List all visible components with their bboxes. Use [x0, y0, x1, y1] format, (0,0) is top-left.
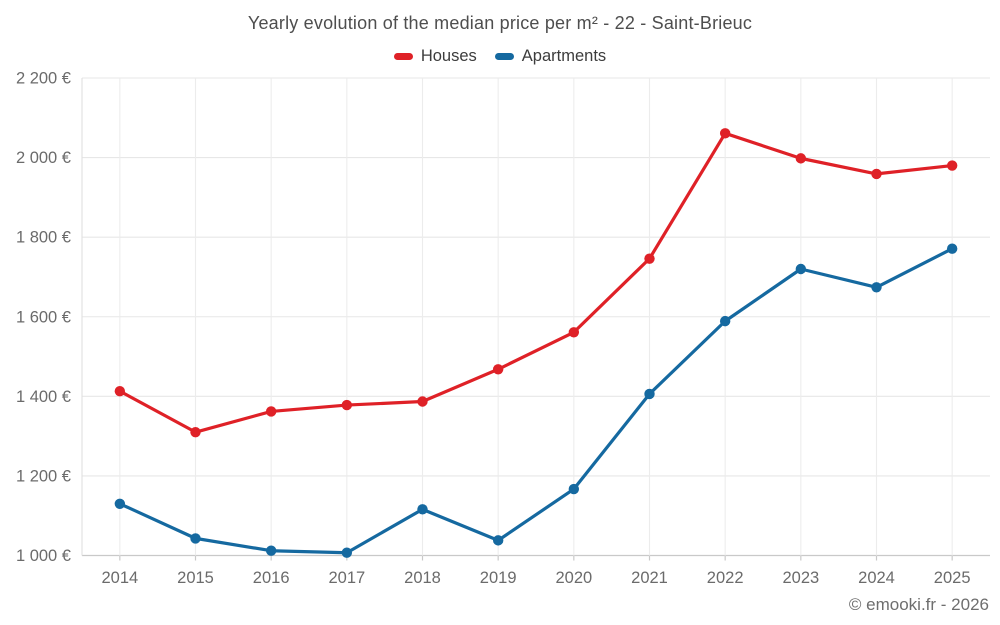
attribution-text: © emooki.fr - 2026 — [848, 595, 989, 614]
chart-title: Yearly evolution of the median price per… — [247, 13, 753, 33]
apartments-point-2016[interactable] — [265, 545, 277, 556]
houses-point-2020[interactable] — [568, 327, 580, 338]
y-axis-label: 2 200 € — [16, 70, 71, 88]
apartments-point-2025[interactable] — [946, 243, 958, 254]
houses-point-2017[interactable] — [341, 399, 353, 411]
apartments-point-2024[interactable] — [871, 282, 882, 293]
legend-item-apartments[interactable]: Apartments — [494, 46, 607, 66]
x-axis-label: 2024 — [858, 569, 895, 587]
apartments-point-2015[interactable] — [190, 533, 201, 544]
apartments-swatch-icon — [494, 52, 514, 60]
y-axis-label: 1 600 € — [16, 308, 71, 326]
y-axis-label: 2 000 € — [16, 149, 71, 167]
houses-line — [118, 131, 954, 434]
x-axis-label: 2015 — [177, 569, 214, 587]
houses-point-2024[interactable] — [871, 168, 882, 180]
legend-item-houses[interactable]: Houses — [393, 46, 477, 66]
houses-point-2022[interactable] — [719, 128, 731, 139]
y-axis-label: 1 200 € — [16, 467, 71, 485]
x-axis-label: 2021 — [631, 569, 668, 587]
houses-swatch-icon — [393, 52, 413, 60]
x-axis-label: 2022 — [707, 569, 744, 587]
apartments-point-2018[interactable] — [417, 504, 428, 515]
houses-point-2018[interactable] — [417, 396, 428, 407]
x-axis-label: 2018 — [404, 569, 441, 587]
legend-label-apartments: Apartments — [521, 46, 607, 65]
houses-point-2025[interactable] — [946, 160, 958, 171]
apartments-point-2020[interactable] — [568, 483, 580, 495]
x-axis-label: 2014 — [101, 569, 138, 587]
apartments-point-2022[interactable] — [719, 315, 731, 327]
apartments-point-2023[interactable] — [795, 263, 807, 275]
apartments-point-2021[interactable] — [644, 388, 655, 400]
houses-point-2016[interactable] — [265, 406, 277, 417]
houses-point-2019[interactable] — [492, 364, 504, 375]
houses-point-2015[interactable] — [190, 426, 201, 438]
x-axis-label: 2025 — [934, 569, 971, 587]
houses-point-2021[interactable] — [644, 253, 655, 264]
x-axis-label: 2017 — [328, 569, 365, 587]
apartments-line — [118, 247, 954, 555]
x-axis-label: 2023 — [782, 569, 819, 587]
chart-legend: Houses Apartments — [0, 45, 1000, 67]
x-axis-label: 2020 — [555, 569, 592, 587]
x-axis-label: 2019 — [480, 569, 517, 587]
y-axis-label: 1 800 € — [16, 229, 71, 247]
legend-label-houses: Houses — [420, 46, 477, 65]
apartments-point-2017[interactable] — [341, 547, 353, 558]
apartments-point-2014[interactable] — [114, 498, 126, 509]
y-axis-label: 1 400 € — [16, 388, 71, 406]
apartments-point-2019[interactable] — [492, 535, 504, 546]
x-axis-label: 2016 — [253, 569, 290, 587]
houses-point-2014[interactable] — [114, 385, 126, 397]
houses-point-2023[interactable] — [795, 153, 807, 164]
y-axis-label: 1 000 € — [16, 547, 71, 565]
